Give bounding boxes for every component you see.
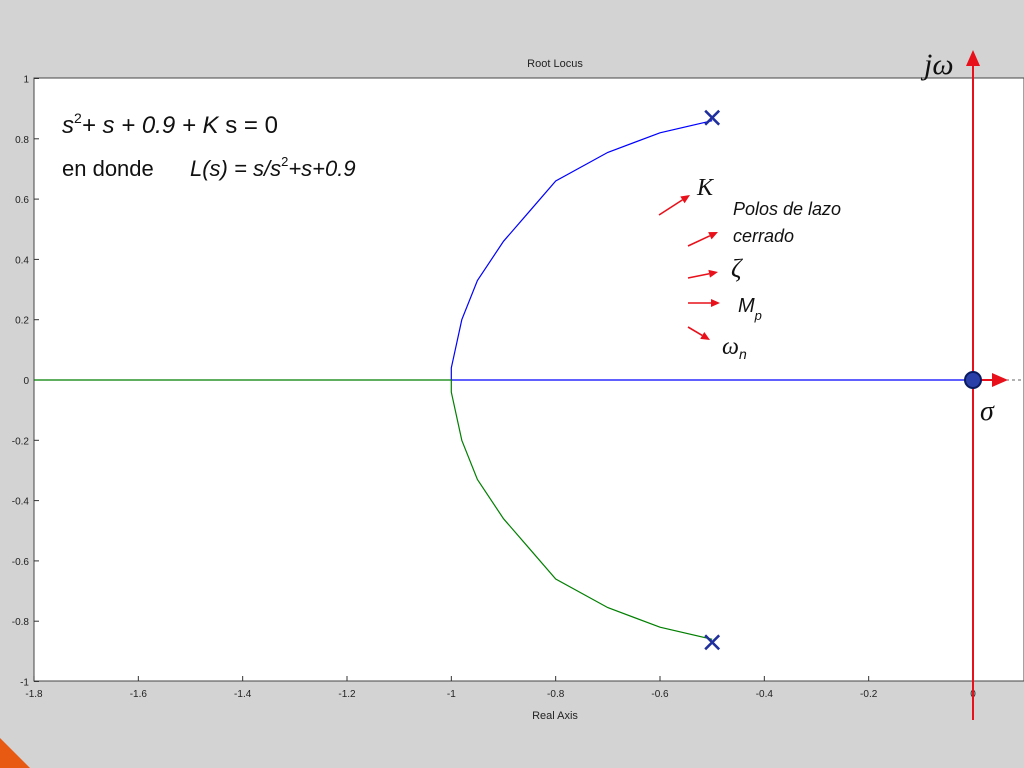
x-tick-label: -1.6 [130,689,148,700]
arrow-shaft [687,272,710,279]
label-omega-n: ωn [722,334,747,362]
pole-stroke [704,109,721,126]
slide-corner-decoration [0,738,30,768]
y-tick-label: -0.2 [12,436,30,447]
x-tick-label: -0.4 [756,689,774,700]
x-tick-label: -1 [447,689,456,700]
label-mp: Mp [738,295,762,323]
y-tick-label: 1 [23,75,29,86]
y-tick-label: 0.4 [15,255,29,266]
y-tick-label: 0 [23,376,29,387]
x-tick-label: -0.2 [860,689,878,700]
annotation-arrow-4 [688,299,720,307]
y-tick-label: 0.6 [15,195,29,206]
zero-marker [964,371,982,389]
arrow-shaft [658,199,683,216]
arrow-head [700,331,710,340]
y-tick-label: 0.2 [15,316,29,327]
annotation-arrow-1 [658,195,690,216]
x-ticks: -1.8-1.6-1.4-1.2-1-0.8-0.6-0.4-0.20 [25,676,976,700]
annotation-arrow-2 [687,232,718,247]
real-axis-arrowhead [992,373,1008,387]
pole-stroke [704,634,721,651]
x-tick-label: -1.2 [338,689,356,700]
x-tick-label: -0.6 [651,689,669,700]
x-tick-label: -1.8 [25,689,43,700]
annotation-arrows [658,195,720,340]
pole-marker [704,109,721,126]
annotation-arrow-3 [687,269,718,279]
label-polos-line2: cerrado [733,226,794,246]
label-k: K [696,175,715,201]
x-tick-label: -1.4 [234,689,252,700]
arrow-head [708,269,718,278]
label-zeta: ζ [731,254,743,283]
chart-title: Root Locus [527,58,583,70]
arrow-shaft [687,235,711,247]
label-polos-line1: Polos de lazo [733,199,841,219]
x-axis-label: Real Axis [532,710,578,722]
x-tick-label: -0.8 [547,689,565,700]
en-donde-text: en donde [62,156,154,181]
label-sigma: σ [980,396,995,427]
y-tick-label: -1 [20,678,29,689]
pole-marker [704,634,721,651]
y-tick-label: 0.8 [15,135,29,146]
label-jw: jω [920,48,954,81]
imaginary-axis-arrowhead [966,50,980,66]
arrow-shaft [687,326,703,337]
arrow-head [708,232,718,240]
y-tick-label: -0.6 [12,557,30,568]
y-tick-label: -0.4 [12,497,30,508]
series-layer [34,50,1024,720]
y-tick-label: -0.8 [12,617,30,628]
arrow-head [711,299,720,307]
equation-text: s2+ s + 0.9 + K s = 0 [62,110,278,139]
annotation-arrow-5 [687,326,710,340]
marker-layer [704,109,982,651]
locus-branch-2 [34,379,713,640]
transfer-function-text: L(s) = s/s2+s+0.9 [190,154,356,181]
locus-branch-1 [450,120,973,381]
arrow-head [680,195,690,204]
